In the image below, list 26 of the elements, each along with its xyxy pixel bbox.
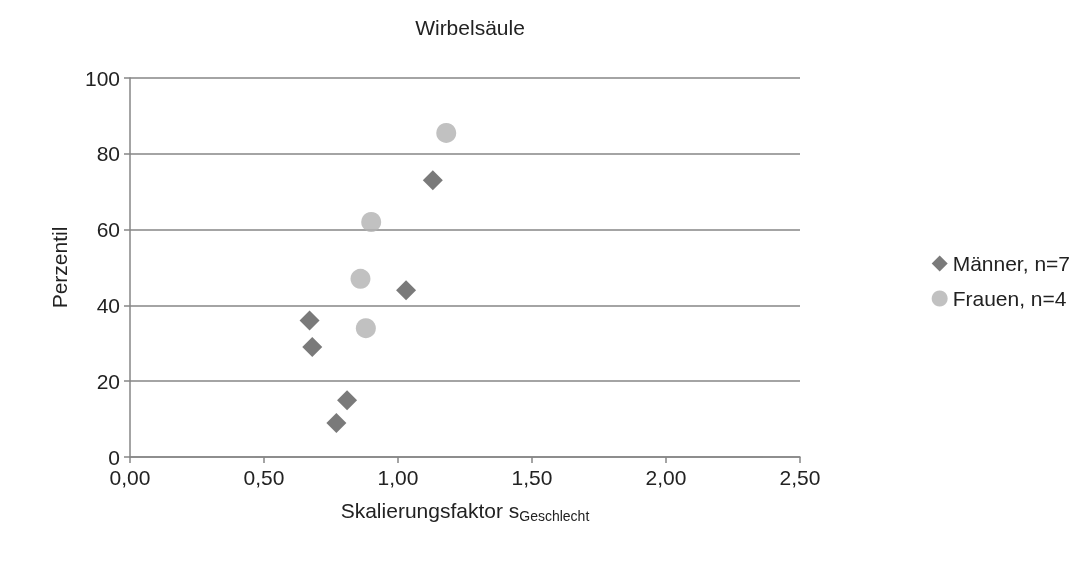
y-tick-label: 80	[96, 142, 120, 166]
x-tick-label: 2,00	[645, 466, 687, 489]
y-axis-title: Perzentil	[48, 226, 71, 309]
y-tick-label: 60	[96, 218, 120, 242]
point	[422, 170, 443, 191]
x-tick-label: 0,50	[243, 466, 285, 489]
point	[350, 268, 371, 289]
x-tick-label: 0,00	[109, 466, 151, 489]
point	[436, 122, 457, 143]
point	[361, 212, 382, 233]
y-tick-label: 20	[96, 369, 120, 393]
y-tick-label: 40	[96, 293, 120, 317]
legend-label: Männer, n=7	[952, 252, 1071, 275]
point	[337, 390, 358, 411]
point	[302, 337, 323, 358]
x-tick-label: 1,00	[377, 466, 419, 489]
legend-label: Frauen, n=4	[952, 287, 1067, 310]
x-tick-label: 2,50	[779, 466, 821, 489]
point	[355, 318, 376, 339]
point	[299, 310, 320, 331]
chart-title: Wirbelsäule	[415, 16, 525, 39]
y-tick-label: 100	[84, 66, 120, 90]
y-tick-label: 0	[108, 445, 120, 469]
x-tick-label: 1,50	[511, 466, 553, 489]
point	[326, 412, 347, 433]
point	[396, 280, 417, 301]
